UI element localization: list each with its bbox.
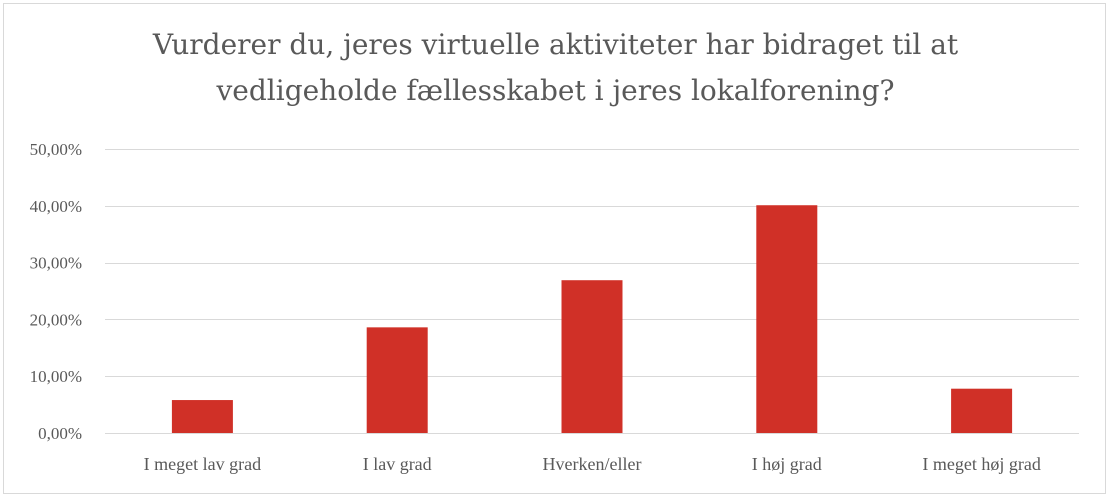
chart-title: Vurderer du, jeres virtuelle aktiviteter… (0, 22, 1111, 114)
x-tick-label: Hverken/eller (543, 454, 642, 474)
bar (171, 400, 233, 433)
y-tick-label: 20,00% (30, 310, 82, 329)
chart-title-line-2: vedligeholde fællesskabet i jeres lokalf… (216, 74, 895, 107)
x-tick-label: I høj grad (752, 454, 822, 474)
bar (951, 388, 1013, 433)
y-tick-label: 10,00% (30, 367, 82, 386)
chart-title-line-1: Vurderer du, jeres virtuelle aktiviteter… (152, 28, 959, 61)
y-tick-label: 30,00% (30, 254, 82, 273)
bar (756, 205, 818, 433)
x-tick-label: I meget høj grad (922, 454, 1040, 474)
bar (366, 327, 428, 433)
bar (561, 280, 623, 433)
x-tick-label: I lav grad (363, 454, 432, 474)
x-tick-label: I meget lav grad (144, 454, 261, 474)
y-tick-label: 40,00% (30, 197, 82, 216)
y-tick-label: 0,00% (38, 424, 82, 443)
y-tick-label: 50,00% (30, 140, 82, 159)
